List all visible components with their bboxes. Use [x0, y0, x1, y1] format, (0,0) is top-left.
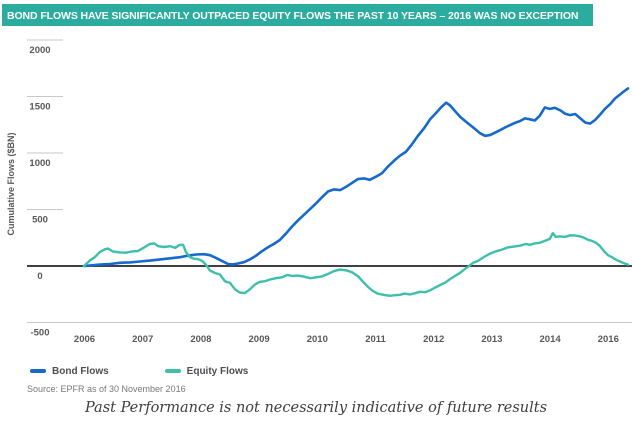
y-tick-label: 500 [32, 215, 48, 226]
x-tick-label: 2016 [598, 334, 619, 345]
x-tick-label: 2014 [540, 334, 562, 345]
equity-flows-line [82, 231, 630, 297]
x-tick-label: 2006 [74, 334, 95, 345]
y-tick-label: 1500 [29, 102, 50, 113]
chart-title-bar: BOND FLOWS HAVE SIGNIFICANTLY OUTPACED E… [2, 4, 593, 26]
equity-flows-swatch [164, 369, 181, 373]
x-tick-label: 2008 [190, 334, 211, 345]
equity-flows-label: Equity Flows [186, 365, 249, 377]
bond-flows-swatch [30, 369, 46, 373]
y-tick-label: -500 [30, 328, 49, 339]
y-tick-label: 1000 [29, 158, 50, 169]
disclaimer-text: Past Performance is not necessarily indi… [84, 400, 548, 416]
bond-flows-line [82, 87, 630, 268]
x-tick-label: 2009 [249, 334, 270, 345]
legend: Bond Flows Equity Flows [30, 364, 248, 378]
source-note: Source: EPFR as of 30 November 2016 [27, 384, 186, 394]
x-tick-label: 2012 [423, 334, 444, 345]
legend-item-equity-flows: Equity Flows [164, 365, 249, 377]
series-layer [82, 87, 630, 297]
x-tick-label: 2011 [365, 334, 386, 345]
y-tick-label: 2000 [29, 45, 50, 56]
x-tick-label: 2013 [481, 334, 502, 345]
chart-title: BOND FLOWS HAVE SIGNIFICANTLY OUTPACED E… [7, 10, 579, 22]
axis-labels-layer: 2000 1500 1000 500 0 -500 2006 2007 2008 2009 2010… [29, 45, 618, 345]
y-axis-title: Cumulative Flows ($BN) [6, 132, 16, 235]
bond-flows-label: Bond Flows [52, 365, 109, 377]
x-tick-label: 2010 [307, 334, 328, 345]
grid-layer [27, 39, 632, 323]
flows-line-chart: Cumulative Flows ($BN) 2000 1500 1000 500 0 -… [6, 39, 632, 345]
x-tick-label: 2007 [132, 334, 153, 345]
y-tick-label: 0 [37, 271, 42, 282]
legend-item-bond-flows: Bond Flows [30, 366, 109, 377]
